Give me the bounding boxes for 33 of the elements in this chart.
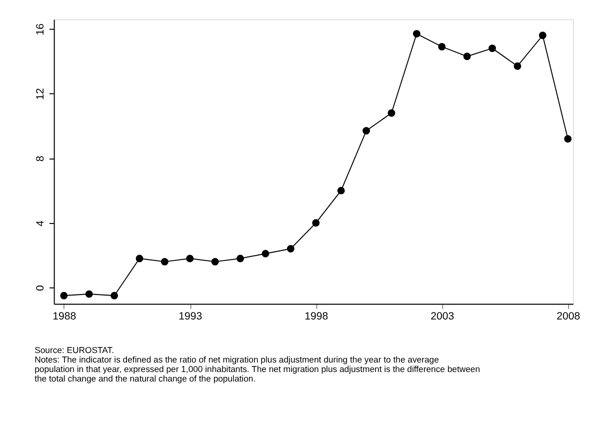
point	[262, 250, 270, 258]
point	[136, 254, 144, 262]
point	[463, 52, 471, 60]
point	[236, 254, 244, 262]
point	[412, 30, 420, 38]
point	[110, 292, 118, 300]
x-tick-label: 1988	[52, 310, 76, 323]
point	[564, 135, 572, 143]
point	[160, 258, 168, 266]
y-tick-label: 0	[34, 284, 47, 291]
point	[362, 127, 370, 134]
point	[388, 109, 396, 117]
x-tick-label: 1998	[304, 310, 328, 323]
point	[438, 42, 446, 50]
point	[211, 258, 219, 266]
point	[514, 62, 522, 70]
x-tick-label: 2008	[556, 310, 580, 323]
point	[186, 254, 194, 262]
y-tick-label: 16	[34, 23, 47, 36]
point	[85, 290, 93, 298]
x-tick-label: 1993	[178, 310, 202, 323]
point	[60, 292, 68, 300]
point	[488, 44, 496, 52]
x-tick-label: 2003	[430, 310, 454, 323]
point	[312, 219, 320, 227]
y-tick-label: 4	[34, 220, 47, 226]
source-note: Source: EUROSTAT.	[34, 344, 114, 355]
point	[538, 32, 546, 40]
text: Notes: The indicator is defined as the ratio of net migration plus adjustment during the year to the average population in that year, expressed per 1,000 inhabitants. The net migration plus adjustment is the difference between the total change and the natural change of the population.	[34, 354, 480, 384]
point	[286, 245, 294, 252]
y-tick-label: 12	[34, 88, 47, 100]
point	[337, 186, 345, 194]
y-tick-label: 8	[34, 156, 47, 162]
